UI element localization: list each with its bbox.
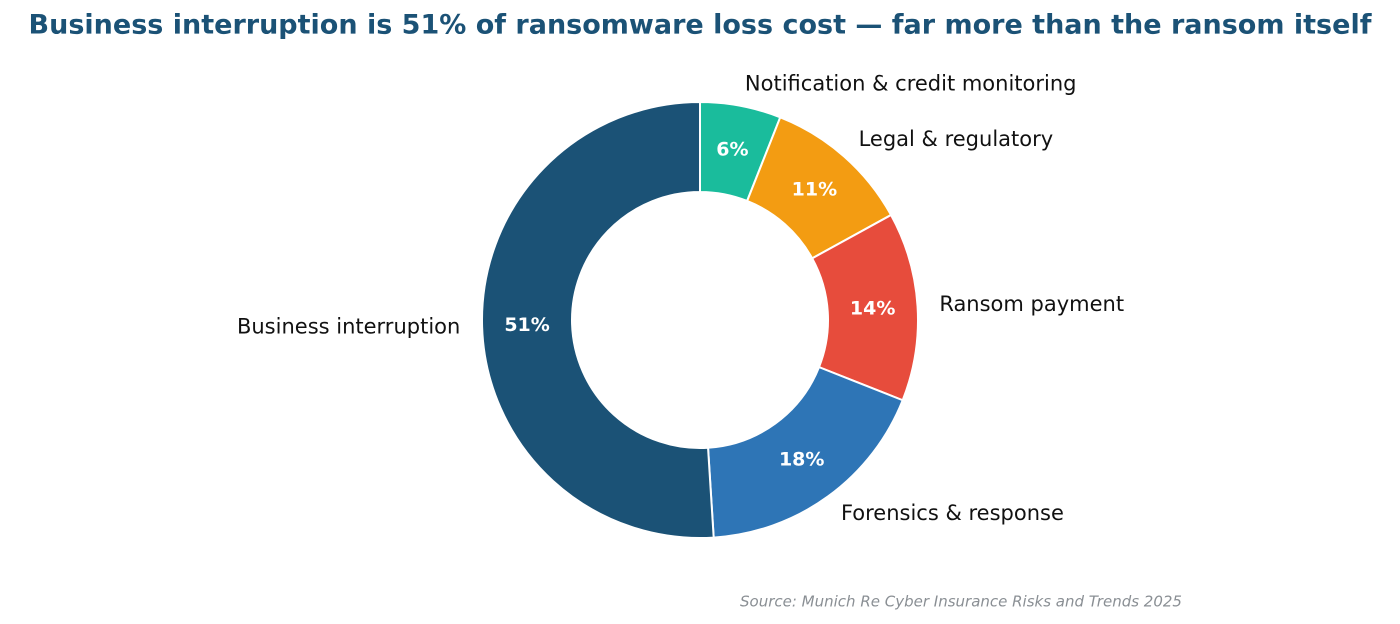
value-label: 6%: [716, 139, 748, 161]
category-label: Notification & credit monitoring: [745, 71, 1077, 95]
donut-slice: [481, 100, 715, 539]
value-label: 18%: [779, 448, 824, 470]
value-label: 14%: [850, 298, 895, 320]
value-label: 11%: [792, 179, 837, 201]
category-label: Business interruption: [237, 315, 460, 339]
donut-slice: [706, 365, 904, 539]
category-label: Forensics & response: [841, 501, 1064, 525]
category-label: Legal & regulatory: [859, 127, 1054, 151]
category-label: Ransom payment: [939, 292, 1124, 316]
chart-title: Business interruption is 51% of ransomwa…: [29, 10, 1372, 41]
source-note: Source: Munich Re Cyber Insurance Risks …: [740, 593, 1182, 611]
value-label: 51%: [504, 314, 549, 336]
